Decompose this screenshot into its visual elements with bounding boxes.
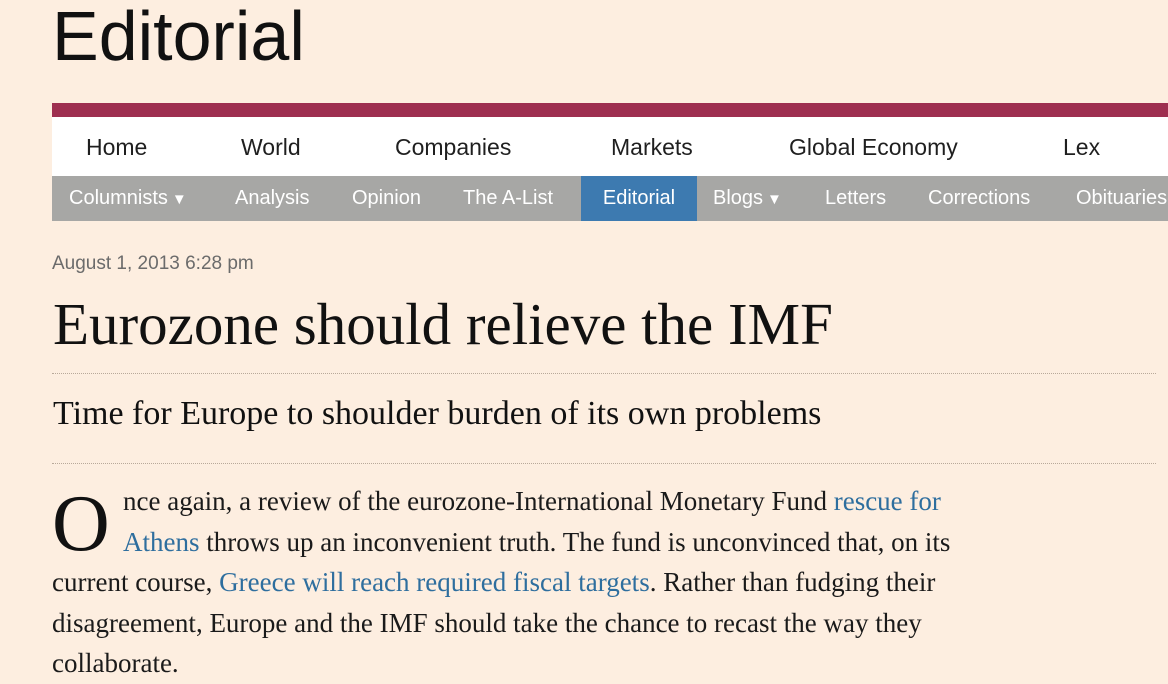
body-text: disagreement, Europe and the IMF should …: [52, 607, 922, 638]
drop-cap: O: [52, 480, 110, 568]
body-text: nce again, a review of the eurozone-Inte…: [123, 486, 834, 516]
chevron-down-icon: ▼: [767, 191, 782, 208]
subnav-columnists-label: Columnists: [69, 187, 168, 209]
link-rescue-for-athens[interactable]: rescue for: [833, 486, 941, 516]
nav-world[interactable]: World: [241, 134, 301, 160]
body-line: current course, Greece will reach requir…: [52, 562, 1168, 603]
body-line: disagreement, Europe and the IMF should …: [52, 603, 1168, 644]
subnav-opinion[interactable]: Opinion: [352, 187, 421, 209]
subnav-obituaries[interactable]: Obituaries: [1076, 187, 1168, 209]
nav-home[interactable]: Home: [86, 134, 148, 160]
article-timestamp: August 1, 2013 6:28 pm: [52, 253, 254, 274]
subnav-the-a-list[interactable]: The A-List: [463, 187, 554, 209]
body-line: Athens throws up an inconvenient truth. …: [52, 522, 1168, 563]
body-text: collaborate.: [52, 648, 179, 678]
subnav-blogs-label: Blogs: [713, 187, 764, 209]
nav-markets[interactable]: Markets: [611, 134, 693, 160]
article-headline: Eurozone should relieve the IMF: [53, 291, 833, 357]
primary-nav: Home World Companies Markets Global Econ…: [52, 117, 1168, 176]
body-line: collaborate.: [52, 643, 1168, 684]
body-text: current course,: [52, 567, 220, 597]
subnav-blogs[interactable]: Blogs ▼: [713, 176, 782, 221]
subnav-columnists[interactable]: Columnists ▼: [69, 176, 187, 221]
nav-companies[interactable]: Companies: [395, 134, 512, 160]
article-standfirst: Time for Europe to shoulder burden of it…: [53, 395, 822, 432]
headline-divider: [52, 373, 1156, 374]
body-line: nce again, a review of the eurozone-Inte…: [52, 481, 1168, 522]
subnav-corrections[interactable]: Corrections: [928, 187, 1031, 209]
chevron-down-icon: ▼: [171, 191, 187, 208]
article-body: O nce again, a review of the eurozone-In…: [52, 481, 1168, 684]
secondary-nav: Columnists ▼ Analysis Opinion The A-List …: [52, 176, 1168, 221]
standfirst-divider: [52, 463, 1156, 464]
link-athens[interactable]: Athens: [123, 526, 200, 557]
nav-global-economy[interactable]: Global Economy: [789, 134, 958, 160]
subnav-letters[interactable]: Letters: [825, 187, 887, 209]
nav-lex[interactable]: Lex: [1063, 134, 1101, 160]
brand-rule: [52, 103, 1168, 117]
subnav-analysis[interactable]: Analysis: [235, 187, 310, 209]
section-title: Editorial: [52, 0, 305, 75]
link-greece-fiscal-targets[interactable]: Greece will reach required fiscal target…: [219, 567, 650, 597]
body-text: . Rather than fudging their: [649, 567, 936, 597]
body-text: throws up an inconvenient truth. The fun…: [199, 526, 951, 557]
subnav-editorial[interactable]: Editorial: [581, 176, 697, 221]
